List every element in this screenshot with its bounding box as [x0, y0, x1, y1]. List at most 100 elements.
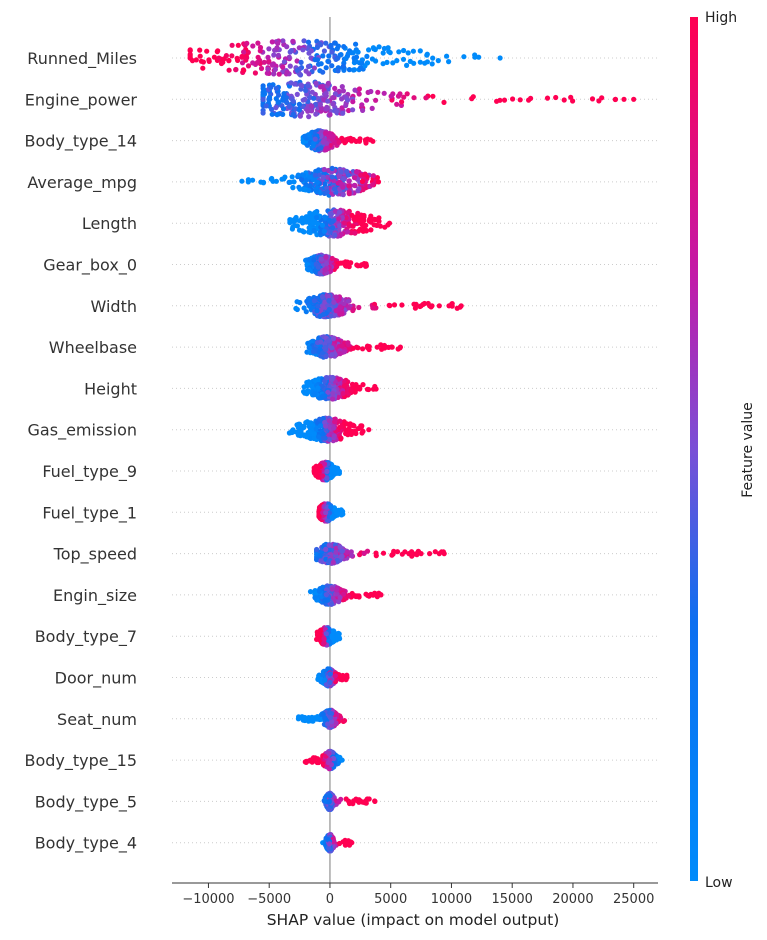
data-point	[321, 461, 328, 467]
data-point	[300, 172, 307, 178]
data-point	[305, 63, 312, 70]
feature-swarm	[321, 790, 378, 813]
data-point	[320, 69, 326, 75]
data-point	[380, 550, 387, 556]
data-point	[317, 634, 323, 640]
data-point	[307, 429, 313, 435]
data-point	[321, 48, 327, 54]
data-point	[255, 54, 261, 60]
data-point	[340, 63, 346, 69]
data-point	[430, 55, 436, 61]
data-point	[339, 84, 345, 90]
feature-swarm	[260, 79, 637, 120]
data-point	[329, 722, 335, 728]
data-point	[311, 95, 317, 101]
data-point	[375, 89, 381, 95]
data-point	[325, 58, 331, 64]
data-point	[292, 81, 298, 87]
data-point	[322, 597, 328, 603]
data-point	[315, 303, 321, 309]
data-point	[287, 63, 293, 69]
data-point	[313, 378, 319, 384]
data-point	[380, 50, 386, 56]
data-point	[318, 339, 324, 345]
outlier-point	[344, 674, 350, 681]
data-point	[570, 98, 576, 104]
feature-swarm	[307, 583, 384, 607]
data-point	[337, 311, 343, 317]
data-point	[395, 93, 402, 99]
data-point	[304, 388, 310, 394]
data-point	[331, 433, 337, 439]
data-point	[329, 376, 335, 382]
data-point	[332, 673, 338, 679]
data-point	[323, 40, 329, 46]
data-point	[314, 232, 320, 238]
outlier-point	[378, 592, 384, 598]
data-point	[226, 58, 232, 64]
data-point	[331, 299, 337, 305]
data-point	[274, 45, 280, 51]
data-point	[332, 186, 338, 192]
data-point	[360, 382, 366, 388]
data-point	[294, 223, 300, 229]
data-point	[281, 91, 287, 97]
data-point	[350, 345, 356, 351]
data-point	[273, 85, 279, 92]
feature-swarm	[302, 748, 345, 772]
data-point	[350, 306, 356, 312]
data-point	[435, 58, 441, 64]
data-point	[327, 710, 333, 716]
data-point	[327, 229, 333, 235]
data-point	[327, 679, 333, 686]
data-point	[368, 227, 374, 233]
data-point	[269, 39, 275, 45]
data-point	[288, 217, 294, 223]
data-point	[294, 58, 300, 64]
data-point	[337, 351, 343, 357]
data-point	[323, 546, 329, 553]
data-point	[344, 549, 350, 556]
data-point	[284, 44, 290, 50]
data-point	[305, 382, 311, 388]
data-point	[343, 430, 349, 437]
data-point	[303, 759, 309, 766]
data-point	[235, 57, 241, 64]
data-point	[306, 267, 312, 273]
data-point	[374, 344, 380, 350]
data-point	[344, 168, 350, 174]
data-point	[322, 146, 328, 152]
data-point	[323, 631, 329, 637]
data-point	[326, 547, 333, 553]
data-point	[352, 230, 358, 236]
data-point	[329, 174, 335, 180]
data-point	[323, 65, 329, 71]
outlier-point	[458, 303, 464, 309]
data-point	[369, 105, 375, 111]
data-point	[197, 47, 203, 53]
data-point	[353, 41, 359, 47]
data-point	[354, 385, 360, 391]
data-point	[244, 40, 250, 47]
data-point	[318, 627, 324, 633]
data-point	[360, 107, 366, 113]
data-point	[330, 396, 336, 402]
data-point	[235, 42, 241, 48]
data-point	[229, 53, 235, 59]
data-point	[356, 304, 362, 311]
data-point	[330, 101, 336, 107]
data-point	[372, 217, 378, 223]
data-point	[341, 301, 347, 307]
feature-swarm	[239, 165, 382, 198]
data-point	[399, 99, 405, 105]
data-point	[245, 63, 252, 69]
data-point	[400, 56, 407, 62]
data-point	[444, 53, 450, 59]
data-point	[206, 58, 212, 64]
data-point	[330, 133, 336, 139]
data-point	[387, 50, 393, 56]
data-point	[394, 549, 401, 555]
feature-swarm	[315, 666, 350, 689]
data-point	[299, 228, 305, 234]
data-point	[326, 298, 332, 304]
